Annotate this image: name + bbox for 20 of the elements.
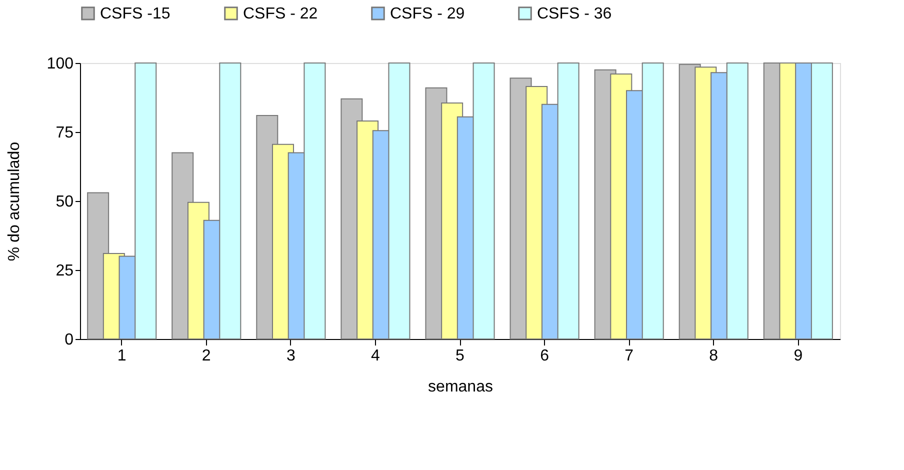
legend-label: CSFS -15 [100, 5, 170, 22]
x-tick-label: 5 [456, 348, 465, 364]
x-axis-title: semanas [428, 378, 493, 396]
y-tick-label: 0 [64, 332, 74, 348]
y-tick-label: 50 [56, 194, 74, 210]
x-tick-label: 3 [286, 348, 296, 364]
x-tick-label: 1 [117, 348, 126, 364]
y-tick-label: 25 [56, 262, 74, 280]
y-tick-label: 100 [46, 56, 74, 72]
y-tick-label: 75 [56, 124, 74, 142]
x-tick-label: 8 [709, 348, 718, 364]
legend-label: CSFS - 22 [243, 5, 318, 22]
legend-label: CSFS - 29 [390, 5, 465, 22]
x-tick-label: 2 [202, 348, 211, 364]
x-tick-label: 6 [540, 348, 550, 364]
legend-label: CSFS - 36 [537, 5, 612, 22]
y-axis-title: % do acumulado [6, 142, 23, 262]
x-tick-label: 9 [794, 348, 803, 364]
x-tick-label: 4 [371, 348, 380, 364]
x-tick-label: 7 [624, 348, 634, 364]
